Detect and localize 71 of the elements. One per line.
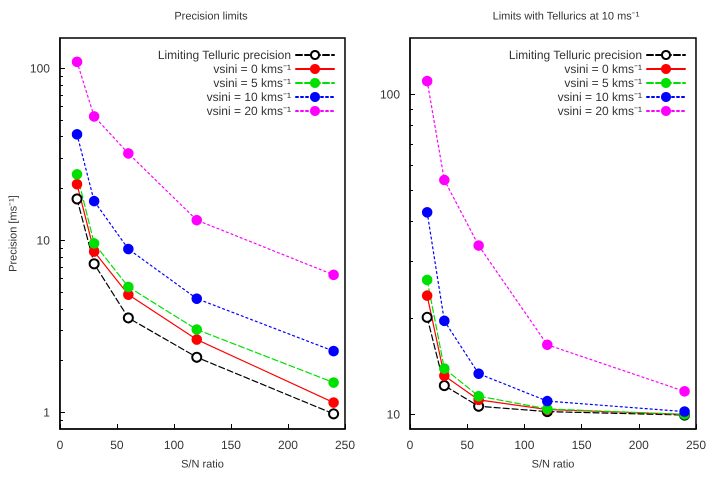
- x-tick-label: 50: [460, 438, 474, 452]
- point: [542, 340, 553, 350]
- point: [88, 238, 100, 249]
- y-tick-label: 100: [30, 61, 50, 76]
- y-axis-title: Precision [ms⁻¹]: [8, 195, 20, 272]
- point: [439, 363, 450, 374]
- x-tick-label: 0: [56, 438, 64, 452]
- point: [328, 408, 340, 420]
- point: [439, 316, 450, 326]
- point: [88, 258, 100, 270]
- point: [123, 244, 134, 254]
- legend-label: vsini = 5 kms⁻¹: [564, 76, 642, 90]
- point: [123, 148, 134, 159]
- point: [422, 274, 432, 286]
- x-tick-label: 150: [220, 438, 242, 452]
- legend-label: Limiting Telluric precision: [158, 48, 291, 62]
- chart-title: Precision limits: [174, 10, 248, 22]
- x-axis-title: S/N ratio: [532, 458, 574, 470]
- point: [72, 56, 82, 68]
- point: [422, 290, 432, 301]
- x-tick-label: 100: [164, 438, 184, 452]
- legend-label: vsini = 10 kms⁻¹: [558, 90, 642, 104]
- point: [542, 396, 553, 406]
- legend-label: vsini = 5 kms⁻¹: [213, 76, 291, 90]
- point: [191, 352, 202, 363]
- point: [192, 214, 202, 226]
- legend-label: vsini = 20 kms⁻¹: [558, 104, 642, 118]
- point: [88, 246, 100, 257]
- point: [72, 129, 82, 140]
- point: [72, 193, 83, 204]
- point: [438, 380, 450, 392]
- point: [422, 312, 433, 323]
- point: [439, 174, 450, 186]
- legend-label: vsini = 0 kms⁻¹: [213, 62, 291, 76]
- point: [72, 169, 82, 180]
- y-tick-label: 1: [43, 405, 50, 420]
- point: [473, 390, 484, 402]
- point: [328, 270, 339, 280]
- point: [192, 324, 202, 335]
- point: [473, 368, 484, 379]
- x-tick-label: 50: [110, 438, 124, 452]
- legend-label: Limiting Telluric precision: [508, 48, 642, 62]
- point: [192, 334, 202, 345]
- point: [473, 240, 484, 251]
- point: [72, 178, 82, 190]
- x-tick-label: 250: [334, 438, 356, 452]
- point: [122, 312, 134, 324]
- legend-label: vsini = 10 kms⁻¹: [206, 90, 291, 104]
- point: [328, 346, 339, 356]
- point: [88, 196, 100, 206]
- legend-label: vsini = 0 kms⁻¹: [564, 62, 642, 76]
- point: [679, 386, 690, 397]
- x-tick-label: 150: [572, 438, 592, 452]
- point: [422, 207, 432, 218]
- x-tick-label: 200: [628, 438, 650, 452]
- point: [422, 76, 432, 86]
- chart-title: Limits with Tellurics at 10 ms⁻¹: [492, 10, 640, 22]
- x-tick-label: 100: [514, 438, 535, 452]
- x-axis-title: S/N ratio: [181, 458, 224, 470]
- x-tick-label: 0: [406, 438, 414, 452]
- point: [679, 406, 690, 417]
- y-tick-label: 10: [386, 407, 400, 422]
- point: [123, 282, 134, 292]
- point: [328, 377, 339, 388]
- point: [328, 397, 339, 408]
- x-tick-label: 250: [686, 438, 706, 452]
- y-tick-label: 10: [36, 233, 50, 248]
- x-tick-label: 200: [278, 438, 298, 452]
- legend-label: vsini = 20 kms⁻¹: [206, 104, 291, 118]
- point: [192, 293, 202, 304]
- point: [88, 111, 100, 122]
